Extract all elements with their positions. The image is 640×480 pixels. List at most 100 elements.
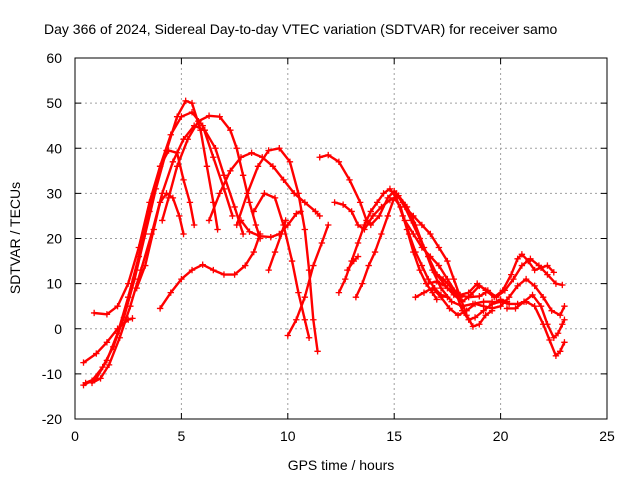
data-point: [216, 113, 223, 120]
data-point: [454, 312, 462, 319]
data-point: [435, 244, 443, 251]
series-line: [267, 219, 287, 272]
data-point: [288, 257, 296, 265]
series-line: [490, 300, 566, 357]
data-point: [178, 113, 185, 120]
data-point: [239, 172, 247, 179]
data-point: [473, 280, 481, 287]
data-point: [403, 226, 411, 233]
series-arc-s: [344, 253, 362, 274]
series-line: [239, 210, 302, 239]
data-point: [384, 212, 392, 220]
data-point: [150, 226, 157, 233]
data-point: [239, 230, 247, 238]
data-point: [525, 257, 532, 265]
data-point: [165, 147, 172, 154]
data-point: [301, 226, 309, 233]
data-point: [214, 226, 221, 233]
data-point: [135, 244, 143, 251]
y-tick-label: 20: [46, 231, 62, 247]
data-point: [559, 321, 566, 328]
y-tick-label: 30: [46, 185, 62, 201]
series-arc-k: [237, 208, 304, 241]
data-point: [133, 284, 140, 292]
data-point: [433, 296, 440, 303]
x-tick-label: 10: [280, 428, 296, 444]
data-point: [267, 233, 274, 241]
data-point: [561, 339, 568, 346]
data-point: [301, 293, 309, 301]
data-point: [210, 266, 217, 274]
data-point: [246, 228, 253, 235]
data-point: [354, 221, 362, 229]
data-point: [505, 293, 513, 301]
series-line: [252, 192, 311, 339]
y-tick-label: 60: [46, 50, 62, 66]
data-point: [469, 323, 477, 330]
data-point: [367, 221, 374, 229]
data-point: [335, 158, 343, 165]
series-line: [395, 192, 494, 328]
data-point: [488, 300, 496, 308]
series-arc-m: [265, 217, 289, 274]
data-point: [231, 203, 238, 211]
data-point: [552, 352, 560, 360]
data-point: [373, 199, 381, 206]
data-point: [216, 190, 223, 197]
x-axis-label: GPS time / hours: [288, 457, 395, 473]
data-point: [378, 230, 385, 238]
data-point: [212, 145, 219, 152]
data-point: [103, 311, 111, 318]
data-point: [459, 298, 466, 305]
data-point: [325, 151, 332, 159]
data-point: [269, 163, 277, 170]
data-point: [114, 325, 121, 332]
data-point: [505, 300, 513, 308]
data-point: [310, 316, 317, 323]
data-point: [195, 117, 202, 125]
data-point: [378, 203, 385, 211]
data-point: [465, 316, 472, 323]
data-point: [420, 289, 428, 296]
data-point: [401, 217, 409, 224]
chart-title: Day 366 of 2024, Sidereal Day-to-day VTE…: [44, 21, 557, 37]
data-point: [512, 305, 519, 312]
data-point: [561, 316, 568, 323]
data-point: [301, 316, 309, 323]
series-arc-f: [133, 190, 187, 292]
data-point: [418, 262, 426, 269]
data-point: [248, 149, 255, 156]
data-point: [554, 330, 562, 337]
data-point: [167, 289, 174, 296]
data-point: [254, 163, 262, 170]
series-arc-g: [159, 112, 264, 242]
data-point: [356, 199, 364, 206]
data-point: [561, 302, 568, 310]
data-point: [446, 305, 453, 312]
data-point: [544, 321, 551, 328]
y-tick-label: 0: [54, 321, 62, 337]
data-point: [159, 217, 166, 224]
series-line: [90, 124, 245, 385]
data-point: [282, 217, 289, 224]
data-point: [103, 357, 111, 364]
data-point: [227, 167, 234, 175]
data-point: [169, 158, 177, 165]
data-point: [437, 293, 445, 301]
data-point: [276, 145, 283, 152]
data-point: [518, 251, 526, 258]
data-point: [156, 199, 164, 206]
data-point: [190, 221, 198, 229]
series-arc-z: [503, 291, 568, 341]
series-line: [93, 149, 196, 316]
data-point: [80, 359, 87, 366]
data-point: [250, 248, 257, 256]
data-point: [265, 147, 272, 154]
data-point: [431, 269, 438, 276]
data-point: [293, 210, 300, 217]
data-point: [114, 302, 121, 310]
data-point: [261, 190, 268, 197]
data-point: [444, 293, 451, 301]
data-point: [125, 293, 132, 301]
data-point: [176, 212, 183, 220]
